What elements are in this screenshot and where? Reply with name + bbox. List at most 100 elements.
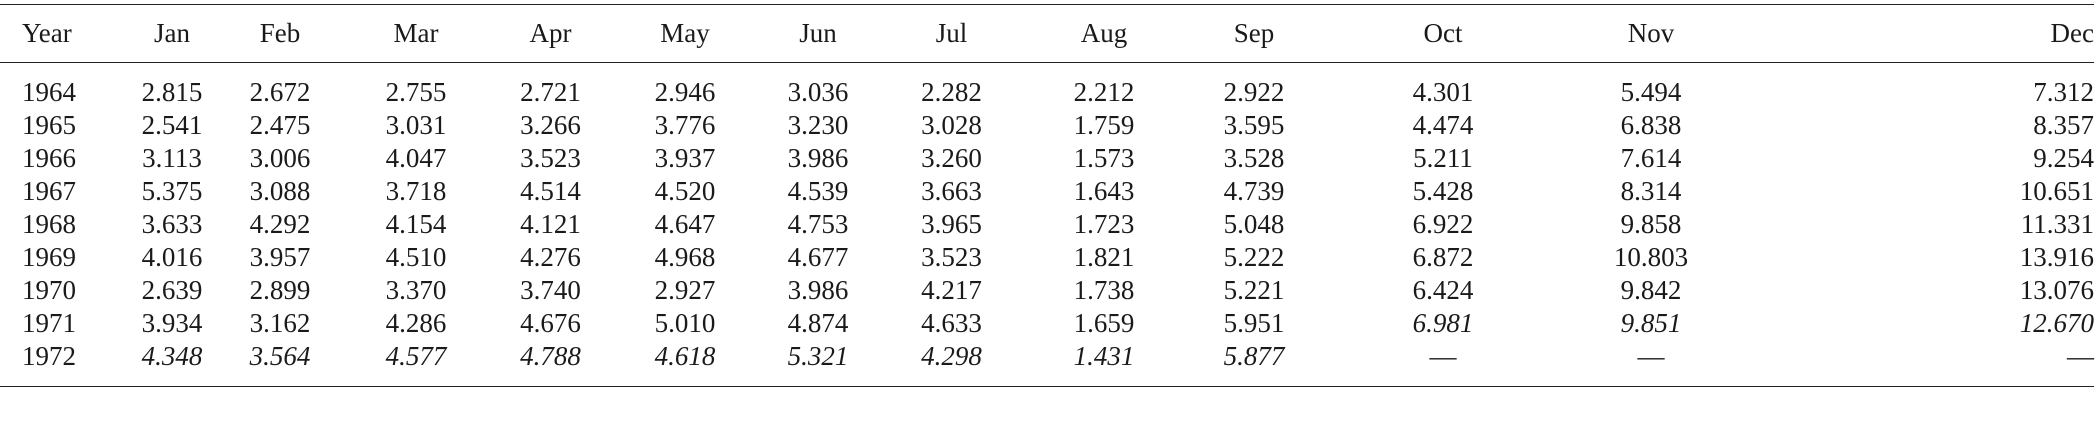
value-cell: 5.010 [654,308,716,338]
column-header-nov: Nov [1627,18,1675,48]
value-cell: 2.927 [654,275,716,305]
value-cell: 3.523 [520,143,581,173]
value-cell: — [2067,341,2094,371]
value-cell: 3.934 [141,308,203,338]
value-cell: 10.651 [2019,176,2094,206]
value-cell: 7.312 [2033,77,2094,107]
value-cell: 6.981 [1412,308,1474,338]
value-cell: 1.723 [1073,209,1135,239]
year-cell: 1970 [22,275,76,305]
value-cell: 13.916 [2019,242,2094,272]
value-cell: 5.375 [141,176,203,206]
value-cell: 4.968 [654,242,716,272]
value-cell: 4.633 [921,308,982,338]
value-cell: 1.643 [1073,176,1135,206]
value-cell: 6.922 [1412,209,1474,239]
value-cell: 3.776 [654,110,716,140]
value-cell: 5.877 [1223,341,1285,371]
table-body: 1964 2.815 2.672 2.755 2.721 2.946 3.036 2.282 2… [0,63,2094,387]
value-cell: 4.676 [520,308,581,338]
value-cell: 11.331 [2020,209,2094,239]
table-row: 1969 4.016 3.957 4.510 4.276 4.968 4.677 3.523 1… [0,241,2094,274]
value-cell: — [1429,341,1457,371]
value-cell: 3.633 [141,209,203,239]
value-cell: 4.301 [1412,77,1474,107]
year-cell: 1964 [22,77,76,107]
value-cell: 2.899 [249,275,311,305]
value-cell: 2.475 [249,110,311,140]
value-cell: 5.321 [787,341,849,371]
value-cell: 9.842 [1620,275,1682,305]
value-cell: 3.266 [520,110,581,140]
value-cell: 3.528 [1223,143,1285,173]
value-cell: 3.031 [385,110,447,140]
table-row: 1966 3.113 3.006 4.047 3.523 3.937 3.986 3.260 1… [0,142,2094,175]
value-cell: 3.036 [787,77,849,107]
value-cell: 13.076 [2019,275,2094,305]
value-cell: 1.573 [1073,143,1135,173]
value-cell: 3.595 [1223,110,1285,140]
value-cell: 6.838 [1620,110,1682,140]
column-header-oct: Oct [1423,18,1463,48]
value-cell: 1.659 [1073,308,1135,338]
value-cell: 3.937 [654,143,716,173]
column-header-aug: Aug [1080,18,1128,48]
value-cell: 4.047 [385,143,447,173]
value-cell: 5.048 [1223,209,1285,239]
value-cell: 4.520 [654,176,716,206]
table-row: 1965 2.541 2.475 3.031 3.266 3.776 3.230 3.028 1… [0,109,2094,142]
value-cell: 2.922 [1223,77,1285,107]
value-cell: 2.212 [1073,77,1135,107]
header-row: Year Jan Feb Mar Apr May Jun Jul Aug Sep… [0,5,2094,63]
year-cell: 1969 [22,242,76,272]
value-cell: 9.851 [1620,308,1682,338]
year-cell: 1965 [22,110,76,140]
value-cell: 1.821 [1073,242,1135,272]
value-cell: 4.292 [249,209,311,239]
value-cell: 3.986 [787,275,849,305]
value-cell: 4.348 [141,341,203,371]
value-cell: 1.431 [1073,341,1135,371]
value-cell: 8.357 [2033,110,2094,140]
value-cell: 4.577 [385,341,447,371]
table-row: 1972 4.348 3.564 4.577 4.788 4.618 5.321 4.298 1… [0,340,2094,387]
value-cell: 3.006 [249,143,311,173]
value-cell: 2.541 [141,110,203,140]
value-cell: 3.113 [142,143,202,173]
value-cell: 3.564 [249,341,311,371]
value-cell: — [1637,341,1665,371]
value-cell: 7.614 [1620,143,1682,173]
value-cell: 4.474 [1412,110,1474,140]
value-cell: 4.510 [385,242,447,272]
value-cell: 3.957 [249,242,311,272]
year-cell: 1968 [22,209,76,239]
value-cell: 4.514 [520,176,581,206]
value-cell: 4.276 [520,242,581,272]
table-row: 1964 2.815 2.672 2.755 2.721 2.946 3.036 2.282 2… [0,63,2094,110]
value-cell: 3.370 [385,275,447,305]
table-header: Year Jan Feb Mar Apr May Jun Jul Aug Sep… [0,4,2094,63]
value-cell: 4.016 [141,242,203,272]
value-cell: 5.428 [1412,176,1474,206]
column-header-year: Year [22,18,72,48]
year-cell: 1966 [22,143,76,173]
value-cell: 5.951 [1223,308,1285,338]
value-cell: 4.286 [385,308,447,338]
column-header-jan: Jan [154,18,190,48]
value-cell: 4.121 [520,209,581,239]
year-cell: 1971 [22,308,76,338]
value-cell: 6.872 [1412,242,1474,272]
value-cell: 10.803 [1613,242,1689,272]
value-cell: 2.721 [520,77,581,107]
value-cell: 9.858 [1620,209,1682,239]
table-row: 1967 5.375 3.088 3.718 4.514 4.520 4.539 3.663 1… [0,175,2094,208]
value-cell: 4.539 [787,176,849,206]
value-cell: 5.221 [1223,275,1285,305]
value-cell: 4.739 [1223,176,1285,206]
year-cell: 1972 [22,341,76,371]
value-cell: 4.298 [921,341,982,371]
column-header-may: May [660,18,710,48]
value-cell: 4.618 [654,341,716,371]
column-header-jun: Jun [799,18,837,48]
